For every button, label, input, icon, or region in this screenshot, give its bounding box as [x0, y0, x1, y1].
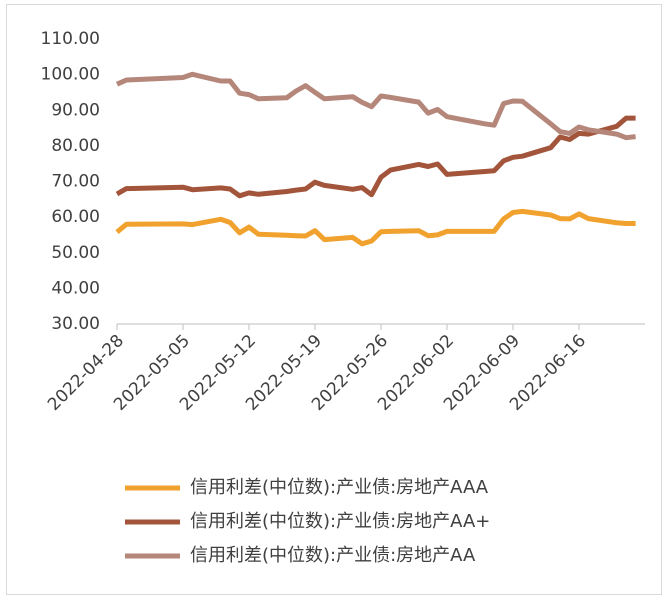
y-tick-label: 80.00 — [51, 136, 100, 156]
y-tick-label: 50.00 — [51, 243, 100, 263]
series-line — [115, 71, 636, 141]
chart-frame — [6, 4, 662, 595]
legend-label: 信用利差(中位数):产业债:房地产AAA — [190, 477, 489, 498]
legend-label: 信用利差(中位数):产业债:房地产AA — [190, 545, 476, 566]
legend-label: 信用利差(中位数):产业债:房地产AA+ — [190, 511, 490, 532]
y-tick-label: 100.00 — [41, 65, 100, 85]
series-line — [115, 208, 636, 247]
y-tick-label: 40.00 — [51, 278, 100, 298]
y-tick-label: 90.00 — [51, 100, 100, 120]
y-tick-label: 70.00 — [51, 172, 100, 192]
y-tick-label: 30.00 — [51, 314, 100, 334]
y-tick-label: 60.00 — [51, 207, 100, 227]
y-tick-label: 110.00 — [41, 29, 100, 49]
series-line — [115, 115, 636, 199]
